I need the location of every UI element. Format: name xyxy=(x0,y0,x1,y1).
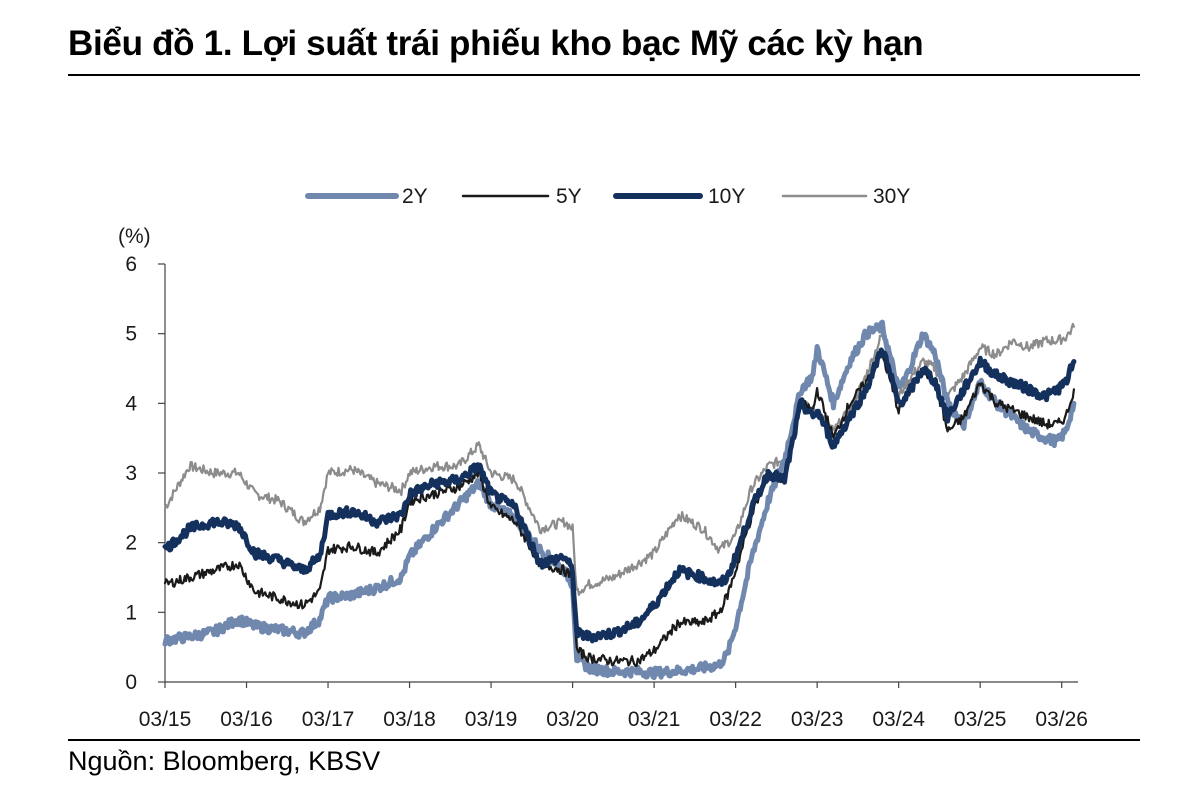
series-line-10y xyxy=(162,347,1077,644)
x-tick-label: 03/19 xyxy=(465,708,518,731)
title-divider xyxy=(68,74,1140,76)
y-tick-label: 4 xyxy=(125,392,137,415)
y-tick-label: 2 xyxy=(125,532,137,555)
legend-label-2y: 2Y xyxy=(402,185,428,208)
plot-area xyxy=(162,319,1077,681)
line-chart: 2Y 5Y 10Y 30Y (%) 0 1 2 3 4 5 6 03/15 03/16 03/17 03/… xyxy=(118,185,1088,731)
page-title: Biểu đồ 1. Lợi suất trái phiếu kho bạc M… xyxy=(68,24,924,63)
y-tick-label: 0 xyxy=(125,671,137,694)
source-note: Nguồn: Bloomberg, KBSV xyxy=(68,746,381,776)
x-tick-label: 03/26 xyxy=(1035,708,1088,731)
x-tick-label: 03/25 xyxy=(954,708,1007,731)
legend-label-30y: 30Y xyxy=(873,185,910,208)
x-tick-label: 03/16 xyxy=(220,708,273,731)
series-line-2y xyxy=(162,319,1077,681)
x-tick-label: 03/20 xyxy=(546,708,599,731)
chart-legend: 2Y 5Y 10Y 30Y xyxy=(305,185,910,208)
legend-label-10y: 10Y xyxy=(708,185,745,208)
series-line-30y xyxy=(163,322,1076,597)
x-tick-label: 03/18 xyxy=(383,708,436,731)
x-tick-label: 03/15 xyxy=(139,708,192,731)
x-tick-label: 03/21 xyxy=(628,708,681,731)
y-tick-label: 1 xyxy=(125,601,137,624)
chart-axes: 0 1 2 3 4 5 6 03/15 03/16 03/17 03/18 03/19 03/20 03/… xyxy=(125,253,1088,731)
x-tick-label: 03/23 xyxy=(791,708,844,731)
y-axis-label: (%) xyxy=(118,225,151,248)
source-divider xyxy=(68,739,1140,741)
y-tick-label: 5 xyxy=(125,323,137,346)
legend-label-5y: 5Y xyxy=(556,185,582,208)
x-tick-label: 03/17 xyxy=(302,708,355,731)
y-tick-label: 6 xyxy=(125,253,137,276)
x-tick-label: 03/24 xyxy=(872,708,925,731)
x-tick-label: 03/22 xyxy=(709,708,762,731)
y-tick-label: 3 xyxy=(125,462,137,485)
